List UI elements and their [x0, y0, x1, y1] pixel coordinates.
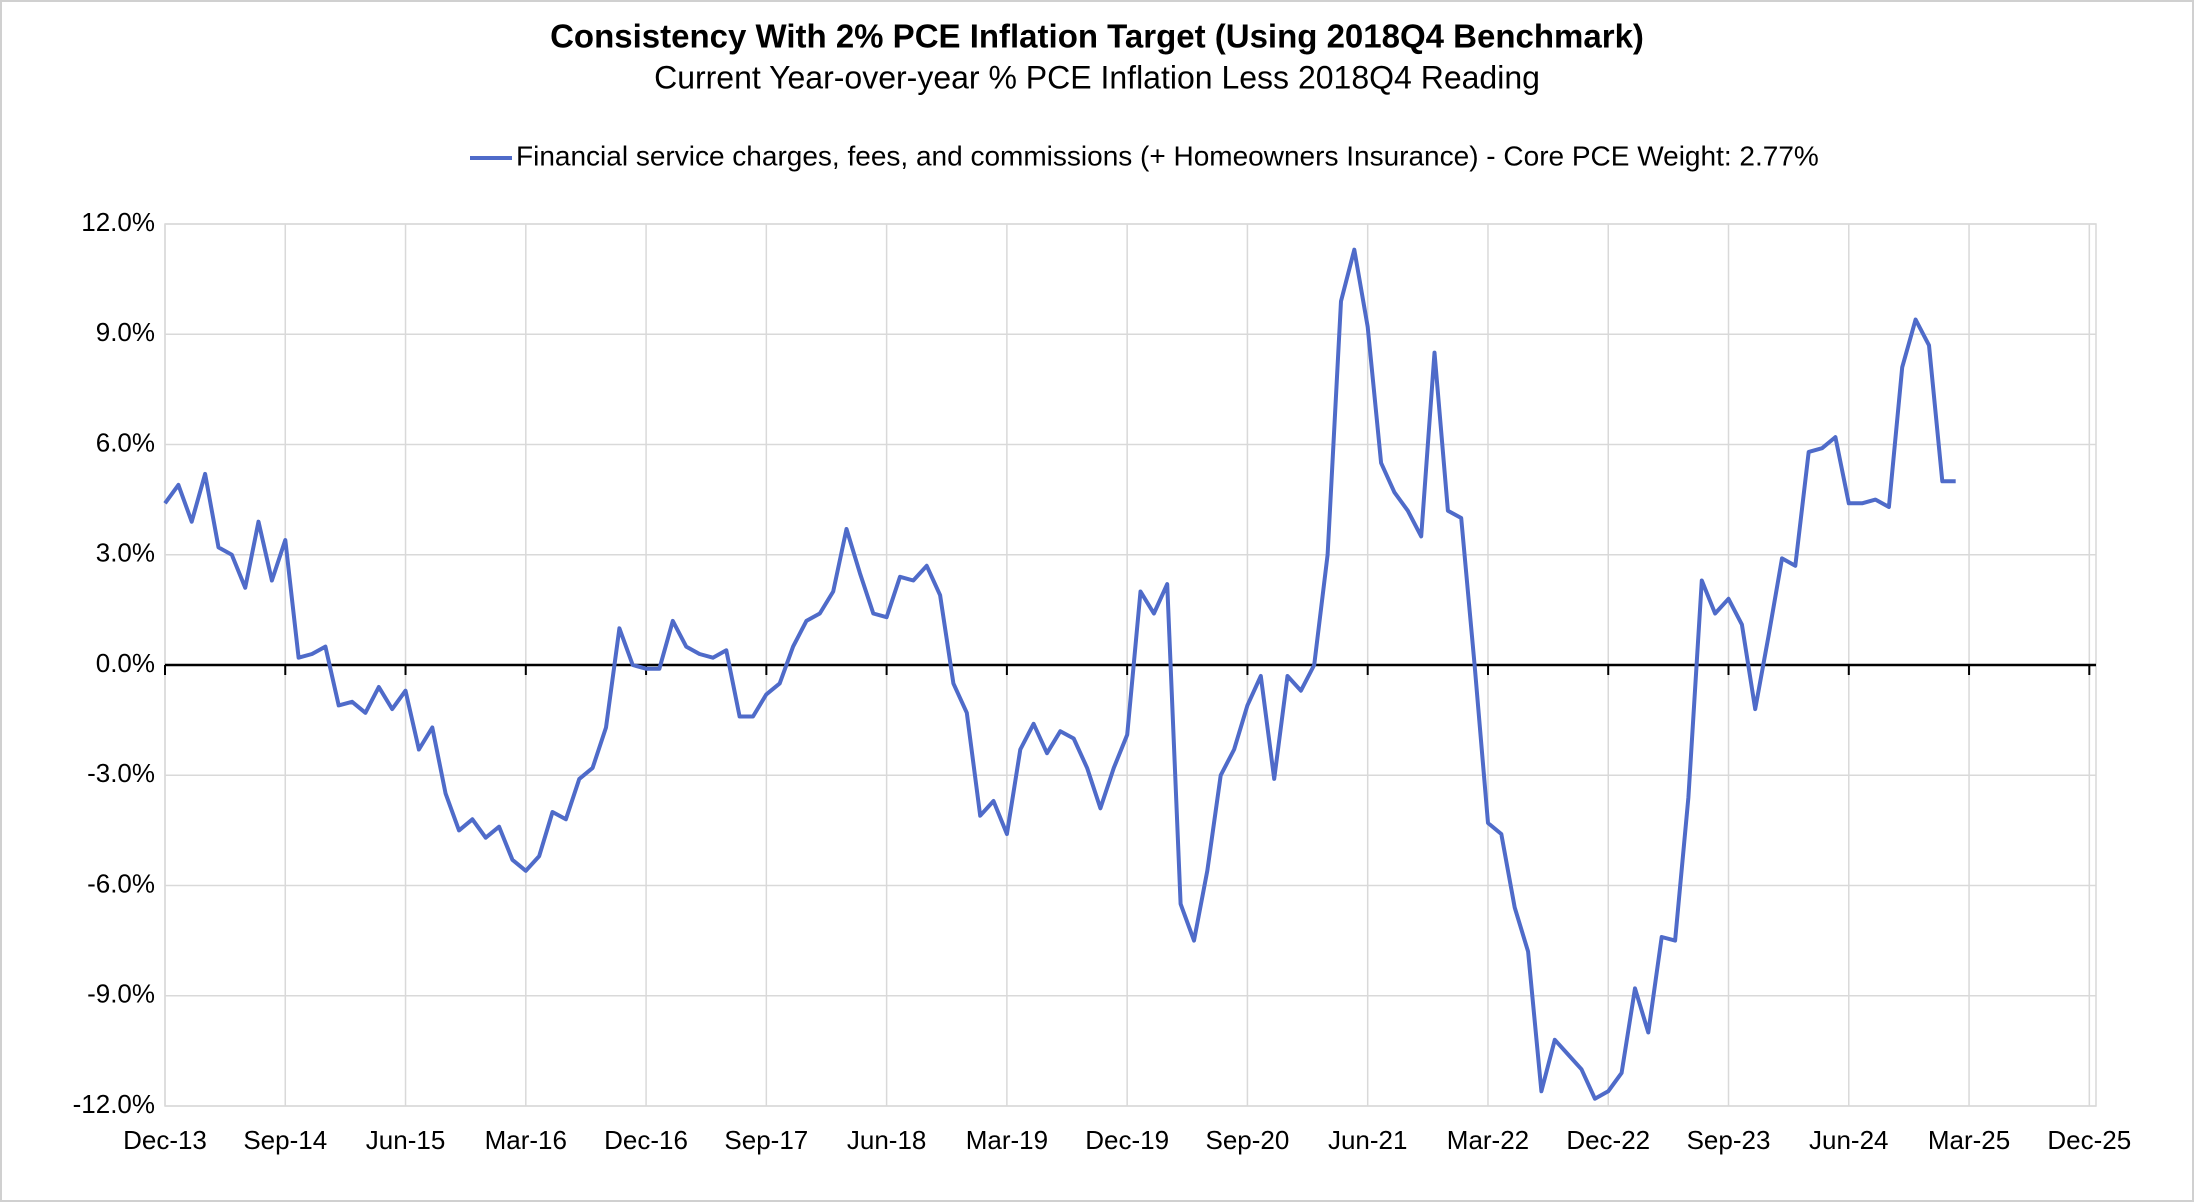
chart-title: Consistency With 2% PCE Inflation Target… — [550, 18, 1644, 55]
x-tick-label: Dec-25 — [2047, 1125, 2131, 1155]
x-tick-label: Dec-16 — [604, 1125, 688, 1155]
x-tick-label: Mar-25 — [1928, 1125, 2010, 1155]
chart-subtitle: Current Year-over-year % PCE Inflation L… — [654, 59, 1540, 95]
x-tick-label: Jun-18 — [847, 1125, 927, 1155]
x-tick-label: Jun-15 — [366, 1125, 446, 1155]
x-tick-label: Mar-16 — [485, 1125, 567, 1155]
y-tick-label: 9.0% — [96, 317, 155, 347]
x-tick-label: Dec-19 — [1085, 1125, 1169, 1155]
y-tick-label: -9.0% — [87, 979, 155, 1009]
y-tick-label: 12.0% — [81, 207, 155, 237]
y-tick-label: 0.0% — [96, 648, 155, 678]
y-tick-label: -3.0% — [87, 758, 155, 788]
series-line — [163, 247, 1956, 1101]
x-tick-label: Jun-21 — [1328, 1125, 1408, 1155]
y-tick-label: -12.0% — [73, 1089, 155, 1119]
x-tick-label: Sep-20 — [1206, 1125, 1290, 1155]
x-tick-label: Mar-19 — [966, 1125, 1048, 1155]
x-tick-label: Jun-24 — [1809, 1125, 1889, 1155]
y-tick-label: -6.0% — [87, 868, 155, 898]
x-tick-label: Mar-22 — [1447, 1125, 1529, 1155]
x-tick-label: Sep-17 — [724, 1125, 808, 1155]
y-tick-label: 3.0% — [96, 538, 155, 568]
y-tick-label: 6.0% — [96, 427, 155, 457]
x-tick-label: Sep-14 — [243, 1125, 327, 1155]
legend-label: Financial service charges, fees, and com… — [516, 140, 1819, 171]
x-tick-label: Dec-22 — [1566, 1125, 1650, 1155]
x-tick-label: Sep-23 — [1687, 1125, 1771, 1155]
x-tick-label: Dec-13 — [123, 1125, 207, 1155]
